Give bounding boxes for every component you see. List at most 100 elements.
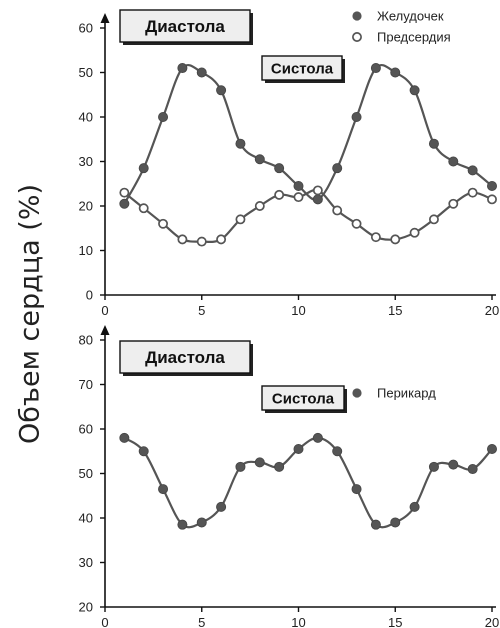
legend-marker [352,32,362,42]
annotation-box [261,385,345,411]
x-tick-label: 0 [101,615,108,628]
data-point [235,214,246,225]
data-point [216,234,227,245]
data-point [332,446,343,457]
annotation-label: Диастола [145,17,225,36]
data-point [351,484,362,495]
data-point [138,446,149,457]
data-point [409,501,420,512]
data-point [428,138,439,149]
data-point [448,156,459,167]
data-point [332,163,343,174]
data-point [158,112,169,123]
annotation-box [261,55,343,81]
data-point [448,459,459,470]
data-point [293,444,304,455]
y-tick-label: 30 [79,555,93,570]
data-point [409,227,420,238]
data-point [196,236,207,247]
chart-panel-top: 0 10 20 30 40 50 60 0 5 10 15 20 Желудочек Предсердия… [79,9,500,319]
x-tick-label: 20 [485,303,499,318]
annotation-box [119,9,251,43]
data-point [487,194,497,205]
data-point [177,63,188,74]
data-point [177,519,188,530]
annotation-label: Систола [272,390,335,407]
y-tick-label: 80 [79,333,93,348]
x-tick-label: 15 [388,303,402,318]
data-point [409,85,420,96]
data-point [370,519,381,530]
data-point [254,201,265,211]
data-point [429,214,439,225]
y-tick-label: 70 [79,377,93,392]
data-point [486,444,497,455]
data-point [351,218,362,229]
data-point [390,517,401,528]
x-tick-label: 20 [485,615,499,628]
legend-label: Желудочек [377,9,444,24]
data-point [196,67,207,78]
legend-label: Перикард [377,386,436,401]
data-point [196,517,207,528]
data-point [390,67,401,78]
legend-marker [352,11,362,21]
y-axis-arrow [100,325,110,335]
chart-panel-bottom: 20 30 40 50 60 70 80 0 5 10 15 20 Перикард Диастола Си… [79,325,499,628]
data-point [138,203,149,214]
x-tick-label: 0 [101,303,108,318]
data-point [312,432,323,443]
data-point [177,234,188,245]
data-point [293,180,304,191]
data-point [216,501,227,512]
annotation-label: Систола [271,60,334,77]
y-tick-label: 50 [79,65,93,80]
data-point [254,154,265,165]
legend-marker [352,388,362,398]
data-point [119,432,130,443]
data-point [235,461,246,472]
data-point [274,461,285,472]
data-point [158,218,168,229]
data-point [467,187,478,198]
legend-label: Предсердия [377,30,451,45]
data-point [332,205,343,216]
y-tick-label: 0 [86,288,93,303]
data-point [254,457,265,468]
data-point [293,192,304,203]
data-point [486,180,497,191]
data-point [158,484,169,495]
data-point [370,63,381,74]
x-tick-label: 15 [388,615,402,628]
data-point [274,163,285,174]
y-tick-label: 10 [79,243,93,258]
data-point [138,163,149,174]
x-tick-label: 10 [291,615,305,628]
y-axis-arrow [100,13,110,23]
y-tick-label: 50 [79,466,93,481]
data-point [119,198,130,209]
data-point [216,85,227,96]
data-point [448,198,459,209]
data-point [274,189,285,200]
y-tick-label: 20 [79,600,93,615]
data-point [428,461,439,472]
data-point [370,232,381,243]
series-line [123,64,493,205]
data-point [119,187,130,198]
y-tick-label: 20 [79,199,93,214]
x-tick-label: 5 [198,615,205,628]
data-point [467,464,478,475]
y-tick-label: 40 [79,511,93,526]
y-tick-label: 30 [79,154,93,169]
data-point [312,185,323,196]
annotation-box [119,340,251,374]
data-point [467,165,478,176]
x-tick-label: 10 [291,303,305,318]
data-point [312,194,323,205]
data-point [351,112,362,123]
y-tick-label: 40 [79,110,93,125]
annotation-label: Диастола [145,348,225,367]
y-tick-label: 60 [79,21,93,36]
